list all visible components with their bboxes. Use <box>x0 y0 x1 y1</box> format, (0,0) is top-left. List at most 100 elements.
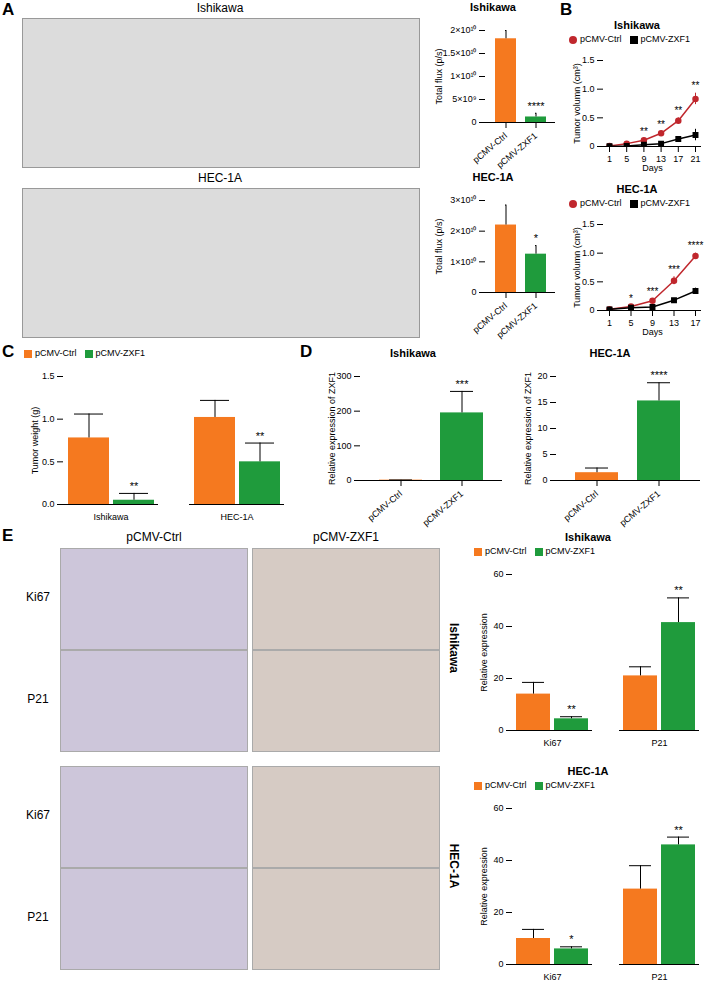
html-text:P21: P21 <box>27 910 49 924</box>
svg-text:0: 0 <box>498 725 503 735</box>
svg-text:5: 5 <box>628 318 633 328</box>
svg-text:17: 17 <box>690 318 700 328</box>
svg-text:0.5: 0.5 <box>42 457 55 467</box>
svg-text:60: 60 <box>493 569 503 579</box>
svg-text:1.0: 1.0 <box>582 248 595 258</box>
svg-text:pCMV-ZXF1: pCMV-ZXF1 <box>421 489 465 528</box>
svg-text:**: ** <box>674 105 682 116</box>
svg-text:*: * <box>569 933 574 945</box>
svg-text:2×10¹⁰: 2×10¹⁰ <box>450 226 476 236</box>
svg-text:1: 1 <box>607 318 612 328</box>
svg-text:0: 0 <box>589 305 594 315</box>
svg-text:2×10¹⁰: 2×10¹⁰ <box>450 25 476 35</box>
svg-text:17: 17 <box>673 154 683 164</box>
svg-text:Tumor volumn (cm³): Tumor volumn (cm³) <box>572 227 582 308</box>
svg-text:0: 0 <box>589 141 594 151</box>
svg-text:5: 5 <box>542 449 547 459</box>
html-text:P21: P21 <box>27 692 49 706</box>
svg-text:0: 0 <box>542 475 547 485</box>
svg-text:15: 15 <box>537 397 547 407</box>
svg-text:200: 200 <box>336 406 351 416</box>
svg-text:pCMV-ZXF1: pCMV-ZXF1 <box>495 131 539 170</box>
svg-text:60: 60 <box>493 803 503 813</box>
svg-text:1×10¹⁰: 1×10¹⁰ <box>450 71 476 81</box>
svg-text:0: 0 <box>346 475 351 485</box>
svg-text:100: 100 <box>336 441 351 451</box>
svg-text:5: 5 <box>624 154 629 164</box>
svg-text:HEC-1A: HEC-1A <box>220 512 253 522</box>
svg-text:1×10¹⁰: 1×10¹⁰ <box>450 257 476 267</box>
svg-text:Relative expression of ZXF1: Relative expression of ZXF1 <box>523 372 533 485</box>
svg-text:**: ** <box>674 824 683 836</box>
svg-text:***: *** <box>456 378 470 390</box>
html-text:pCMV-ZXF1: pCMV-ZXF1 <box>313 530 379 544</box>
svg-text:3×10¹⁰: 3×10¹⁰ <box>450 195 476 205</box>
svg-text:**: ** <box>130 480 139 492</box>
html-text:HEC-1A: HEC-1A <box>447 843 461 889</box>
svg-text:0.0: 0.0 <box>42 499 55 509</box>
svg-text:pCMV-Ctrl: pCMV-Ctrl <box>366 489 404 523</box>
svg-text:Total flux (p/s): Total flux (p/s) <box>434 218 444 274</box>
html-text:HEC-1A: HEC-1A <box>198 171 242 185</box>
svg-text:1.5: 1.5 <box>582 219 595 229</box>
html-text:Ki67: Ki67 <box>26 808 50 822</box>
svg-text:****: **** <box>688 240 704 251</box>
svg-text:***: *** <box>668 264 680 275</box>
svg-text:**: ** <box>692 80 700 91</box>
svg-text:***: *** <box>647 286 659 297</box>
svg-text:pCMV-Ctrl: pCMV-Ctrl <box>470 300 510 335</box>
svg-text:pCMV-Ctrl: pCMV-Ctrl <box>562 489 600 523</box>
svg-text:Relative expression of ZXF1: Relative expression of ZXF1 <box>327 372 337 485</box>
svg-text:**: ** <box>640 126 648 137</box>
html-text:Ishikawa: Ishikawa <box>196 1 244 15</box>
svg-text:****: **** <box>527 100 545 112</box>
svg-text:20: 20 <box>493 673 503 683</box>
svg-text:P21: P21 <box>651 972 667 982</box>
svg-text:0: 0 <box>471 117 476 127</box>
html-text:Ki67: Ki67 <box>26 590 50 604</box>
svg-text:pCMV-Ctrl: pCMV-Ctrl <box>470 130 510 165</box>
svg-text:**: ** <box>256 430 265 442</box>
svg-text:0.5: 0.5 <box>582 277 595 287</box>
svg-text:pCMV-ZXF1: pCMV-ZXF1 <box>618 489 662 528</box>
svg-text:20: 20 <box>493 907 503 917</box>
html-text:A: A <box>2 0 15 19</box>
svg-text:pCMV-ZXF1: pCMV-ZXF1 <box>495 301 539 340</box>
svg-text:1.5×10¹⁰: 1.5×10¹⁰ <box>443 48 477 58</box>
svg-text:Total flux (p/s): Total flux (p/s) <box>434 48 444 104</box>
svg-text:0.5: 0.5 <box>582 113 595 123</box>
svg-text:20: 20 <box>537 371 547 381</box>
svg-text:Days: Days <box>642 163 663 173</box>
svg-text:21: 21 <box>690 154 700 164</box>
svg-text:1.5: 1.5 <box>582 55 595 65</box>
svg-text:40: 40 <box>493 855 503 865</box>
svg-text:1: 1 <box>607 154 612 164</box>
svg-text:Relative expression: Relative expression <box>479 613 489 692</box>
svg-text:Relative expression: Relative expression <box>479 847 489 926</box>
svg-text:Tumor weight (g): Tumor weight (g) <box>30 407 40 475</box>
svg-text:1.5: 1.5 <box>42 371 55 381</box>
svg-text:0: 0 <box>498 959 503 969</box>
svg-text:**: ** <box>567 703 576 715</box>
svg-text:300: 300 <box>336 371 351 381</box>
svg-text:Ishikawa: Ishikawa <box>93 512 128 522</box>
svg-text:P21: P21 <box>651 738 667 748</box>
svg-text:**: ** <box>674 584 683 596</box>
svg-text:1.0: 1.0 <box>582 84 595 94</box>
svg-text:****: **** <box>650 369 668 381</box>
svg-text:0: 0 <box>471 287 476 297</box>
svg-text:40: 40 <box>493 621 503 631</box>
html-text:pCMV-Ctrl: pCMV-Ctrl <box>126 530 182 544</box>
svg-text:1.0: 1.0 <box>42 414 55 424</box>
svg-text:*: * <box>534 232 539 244</box>
svg-text:Days: Days <box>642 327 663 337</box>
svg-text:Ki67: Ki67 <box>543 972 561 982</box>
svg-text:**: ** <box>657 119 665 130</box>
svg-text:13: 13 <box>669 318 679 328</box>
svg-text:5×10⁹: 5×10⁹ <box>452 94 476 104</box>
svg-text:Tumor volumn (cm³): Tumor volumn (cm³) <box>572 63 582 144</box>
svg-text:10: 10 <box>537 423 547 433</box>
svg-text:*: * <box>629 293 633 304</box>
svg-text:Ki67: Ki67 <box>543 738 561 748</box>
html-text:Ishikawa: Ishikawa <box>447 623 461 673</box>
